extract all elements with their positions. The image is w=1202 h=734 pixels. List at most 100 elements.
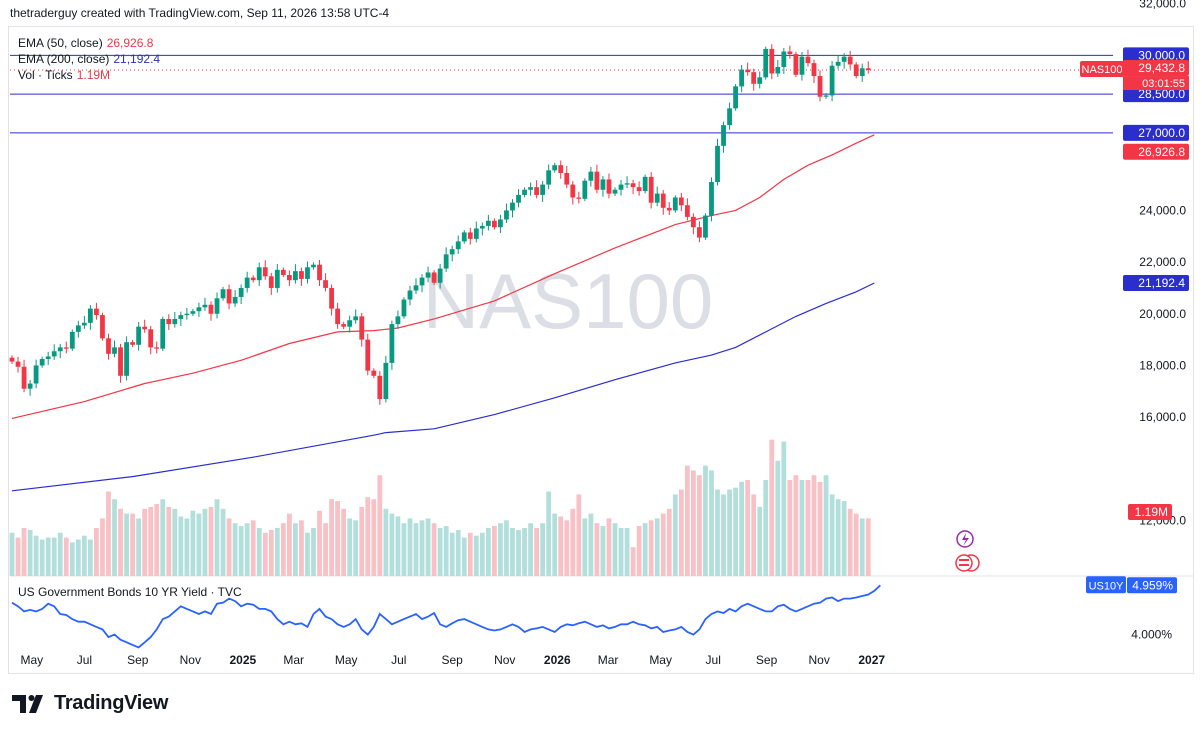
volume-bar — [733, 487, 738, 576]
x-axis-tick-label: May — [20, 653, 43, 667]
volume-bar — [425, 518, 431, 576]
candle — [178, 315, 184, 319]
candle — [751, 72, 757, 84]
candle — [672, 197, 678, 211]
candle — [763, 48, 769, 78]
candle — [395, 316, 401, 325]
volume-bar — [45, 537, 51, 576]
volume-bar — [461, 537, 467, 576]
candle — [564, 172, 570, 185]
volume-bar — [184, 518, 190, 576]
candle — [407, 290, 413, 300]
y-axis-tick-label: 20,000.0 — [1139, 307, 1186, 321]
volume-bar — [642, 523, 648, 576]
candle — [600, 179, 606, 190]
us10y-value-badge-bg — [1127, 577, 1177, 594]
volume-bar — [280, 523, 286, 576]
us10y-value-badge: 4.959% — [1127, 577, 1177, 594]
volume-bar — [516, 529, 521, 576]
candle — [202, 304, 208, 308]
volume-bar — [226, 518, 232, 576]
volume-bar — [540, 523, 546, 576]
candle — [9, 357, 15, 362]
candle — [208, 304, 214, 314]
x-axis-tick-label: Nov — [180, 653, 201, 667]
tradingview-brand: TradingView — [54, 692, 169, 714]
candle — [69, 331, 75, 349]
volume-bar — [329, 499, 334, 576]
volume-bar — [582, 518, 588, 576]
legend-volume[interactable]: Vol · Ticks 1.19M — [18, 67, 110, 83]
volume-bar — [437, 528, 443, 576]
legend-us10y[interactable]: US Government Bonds 10 YR Yield · TVC — [18, 584, 242, 600]
volume-bar — [739, 481, 745, 576]
candle — [63, 347, 69, 349]
candle — [33, 365, 39, 384]
candle — [51, 351, 57, 357]
volume-bar — [178, 516, 184, 576]
tradingview-logo[interactable]: TradingView — [12, 692, 168, 715]
volume-bar — [51, 537, 57, 576]
volume-bar — [87, 539, 93, 576]
x-axis-tick-label: Jul — [706, 653, 721, 667]
candle — [244, 277, 250, 288]
candle — [534, 187, 540, 195]
candle — [21, 366, 27, 389]
candle — [87, 308, 93, 323]
volume-bar — [504, 520, 509, 576]
candle — [347, 320, 353, 327]
legend-volume-value: 1.19M — [76, 68, 111, 82]
legend-ema200[interactable]: EMA (200, close) 21,192.4 — [18, 51, 160, 67]
last-price-badge-bg — [1123, 60, 1189, 77]
candle — [757, 77, 763, 84]
candle — [190, 311, 196, 314]
candle — [425, 272, 431, 278]
x-axis-tick-label: Jul — [77, 653, 92, 667]
volume-bar — [498, 523, 503, 576]
volume-bar — [274, 528, 280, 576]
ema200-line — [11, 282, 875, 492]
lightning-glyph-icon — [962, 533, 969, 546]
candle — [775, 67, 781, 74]
candle — [865, 68, 871, 71]
candle — [341, 324, 347, 327]
volume-bar — [841, 501, 847, 576]
x-axis-tick-label: Mar — [598, 653, 619, 667]
candle — [612, 189, 618, 194]
volume-bar — [660, 513, 666, 576]
volume-bar — [262, 532, 268, 576]
volume-bar — [600, 526, 606, 576]
volume-bar — [654, 518, 660, 576]
volume-bar — [485, 528, 491, 576]
volume-bar — [413, 523, 419, 576]
volume-bar — [473, 535, 479, 576]
volume-bar — [220, 508, 226, 576]
ema200-badge: 21,192.4 — [1123, 274, 1189, 291]
volume-bar — [449, 532, 455, 576]
candle — [606, 179, 612, 194]
us10y-line — [11, 584, 881, 649]
volume-bar — [39, 539, 45, 576]
candle — [323, 280, 328, 288]
volume-bar — [214, 499, 220, 576]
volume-bar — [371, 499, 377, 576]
x-axis-tick-label: 2027 — [858, 653, 885, 667]
x-axis-tick-label: 2026 — [544, 653, 571, 667]
volume-bar — [196, 513, 202, 576]
level-badge: 30,000.0 — [1123, 47, 1189, 64]
candle — [154, 347, 160, 349]
volume-bar — [570, 508, 576, 576]
volume-bar — [853, 513, 859, 576]
x-axis-tick-label: Sep — [442, 653, 464, 667]
last-price-badge: 29,432.8 — [1123, 60, 1189, 77]
candle — [226, 289, 232, 304]
volume-bar — [859, 518, 865, 576]
ema50-badge-text: 26,926.8 — [1138, 145, 1185, 159]
candle — [467, 232, 473, 239]
volume-bar — [709, 470, 714, 576]
legend-ema200-value: 21,192.4 — [113, 52, 161, 66]
legend-ema50[interactable]: EMA (50, close) 26,926.8 — [18, 35, 153, 51]
volume-bar — [100, 518, 105, 576]
candle — [311, 264, 316, 268]
